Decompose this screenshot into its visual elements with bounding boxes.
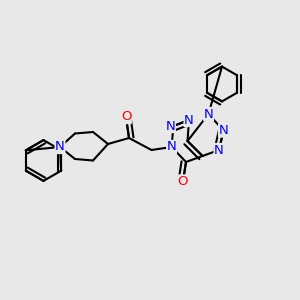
Text: O: O [178, 175, 188, 188]
Text: N: N [166, 119, 175, 133]
Text: N: N [214, 143, 224, 157]
Text: N: N [184, 113, 194, 127]
Text: N: N [167, 140, 176, 154]
Text: N: N [204, 107, 213, 121]
Text: O: O [121, 110, 131, 124]
Text: N: N [219, 124, 228, 137]
Text: N: N [55, 140, 65, 154]
